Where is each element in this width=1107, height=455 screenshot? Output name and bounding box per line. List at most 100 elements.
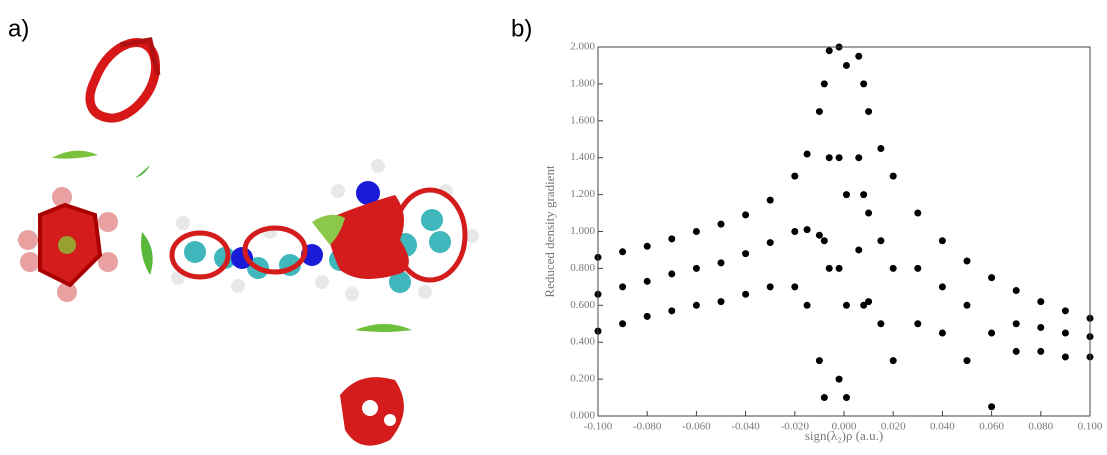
data-point bbox=[865, 298, 873, 306]
y-tick-label: 1.600 bbox=[570, 114, 595, 126]
plot-frame bbox=[597, 46, 1091, 417]
data-point bbox=[742, 250, 750, 258]
x-tick-label: -0.080 bbox=[633, 421, 662, 433]
data-point bbox=[692, 301, 700, 309]
data-point bbox=[815, 108, 823, 116]
x-tick-label: 0.040 bbox=[930, 421, 955, 433]
data-point bbox=[889, 357, 897, 365]
data-point bbox=[619, 320, 627, 328]
data-point bbox=[914, 209, 922, 217]
x-tick-label: -0.100 bbox=[584, 421, 613, 433]
data-point bbox=[1037, 323, 1045, 331]
data-point bbox=[835, 154, 843, 162]
data-point bbox=[1061, 353, 1069, 361]
data-point bbox=[1061, 307, 1069, 315]
data-point bbox=[717, 220, 725, 228]
x-tick-label: -0.040 bbox=[731, 421, 760, 433]
data-point bbox=[914, 264, 922, 272]
data-point bbox=[1037, 298, 1045, 306]
data-point bbox=[643, 312, 651, 320]
x-tick-label: 0.000 bbox=[832, 421, 857, 433]
data-point bbox=[860, 301, 868, 309]
data-point bbox=[619, 248, 627, 256]
data-point bbox=[938, 329, 946, 337]
data-point bbox=[825, 47, 833, 55]
data-point bbox=[855, 154, 863, 162]
data-point bbox=[803, 150, 811, 158]
data-point bbox=[815, 357, 823, 365]
data-point bbox=[766, 239, 774, 247]
data-point bbox=[865, 108, 873, 116]
y-tick-label: 1.800 bbox=[570, 77, 595, 89]
data-point bbox=[825, 154, 833, 162]
panel-label: a) bbox=[8, 15, 29, 42]
data-point bbox=[988, 274, 996, 282]
data-point bbox=[820, 394, 828, 402]
data-point bbox=[1037, 347, 1045, 355]
data-point bbox=[668, 307, 676, 315]
data-point bbox=[963, 357, 971, 365]
data-point bbox=[988, 329, 996, 337]
data-point bbox=[842, 191, 850, 199]
y-tick-label: 2.000 bbox=[570, 41, 595, 53]
x-tick-label: 0.080 bbox=[1028, 421, 1053, 433]
data-point bbox=[791, 172, 799, 180]
data-point bbox=[742, 211, 750, 219]
data-point bbox=[988, 403, 996, 411]
data-point bbox=[1012, 320, 1020, 328]
data-point bbox=[860, 191, 868, 199]
data-point bbox=[842, 394, 850, 402]
data-point bbox=[643, 277, 651, 285]
data-point bbox=[889, 264, 897, 272]
data-point bbox=[815, 231, 823, 239]
y-tick-label: 0.400 bbox=[570, 336, 595, 348]
y-tick-label: 1.200 bbox=[570, 188, 595, 200]
data-point bbox=[835, 264, 843, 272]
data-point bbox=[668, 270, 676, 278]
data-point bbox=[643, 242, 651, 250]
data-point bbox=[803, 226, 811, 234]
x-tick-label: -0.020 bbox=[781, 421, 810, 433]
data-point bbox=[842, 61, 850, 69]
data-point bbox=[938, 237, 946, 245]
data-point bbox=[692, 264, 700, 272]
data-point bbox=[1012, 287, 1020, 295]
data-point bbox=[877, 144, 885, 152]
data-point bbox=[855, 246, 863, 254]
x-tick-label: 0.100 bbox=[1078, 421, 1103, 433]
data-point bbox=[855, 52, 863, 60]
data-point bbox=[791, 283, 799, 291]
data-point bbox=[742, 290, 750, 298]
data-point bbox=[1012, 347, 1020, 355]
data-point bbox=[835, 375, 843, 383]
data-point bbox=[619, 283, 627, 291]
data-point bbox=[865, 209, 873, 217]
data-point bbox=[860, 80, 868, 88]
data-point bbox=[791, 228, 799, 235]
data-point bbox=[963, 257, 971, 265]
y-tick-label: 0.200 bbox=[570, 373, 595, 385]
data-point bbox=[717, 298, 725, 306]
data-point bbox=[692, 228, 700, 235]
x-axis-label: sign(λ₂)ρ (a.u.) bbox=[805, 428, 883, 443]
x-tick-label: -0.060 bbox=[682, 421, 711, 433]
data-point bbox=[717, 259, 725, 267]
data-point bbox=[668, 235, 676, 243]
data-point bbox=[889, 172, 897, 180]
molecule-render bbox=[18, 37, 479, 446]
data-point bbox=[938, 283, 946, 291]
data-point bbox=[820, 237, 828, 245]
data-point bbox=[877, 237, 885, 245]
y-tick-label: 0.600 bbox=[570, 299, 595, 311]
data-point bbox=[1061, 329, 1069, 337]
y-tick-label: 1.400 bbox=[570, 151, 595, 163]
data-point bbox=[877, 320, 885, 328]
data-point bbox=[766, 196, 774, 204]
data-point bbox=[842, 301, 850, 309]
y-tick-label: 0.000 bbox=[570, 410, 595, 422]
data-point bbox=[803, 301, 811, 309]
y-tick-label: 0.800 bbox=[570, 262, 595, 274]
data-point bbox=[825, 264, 833, 272]
y-tick-label: 1.000 bbox=[570, 225, 595, 237]
